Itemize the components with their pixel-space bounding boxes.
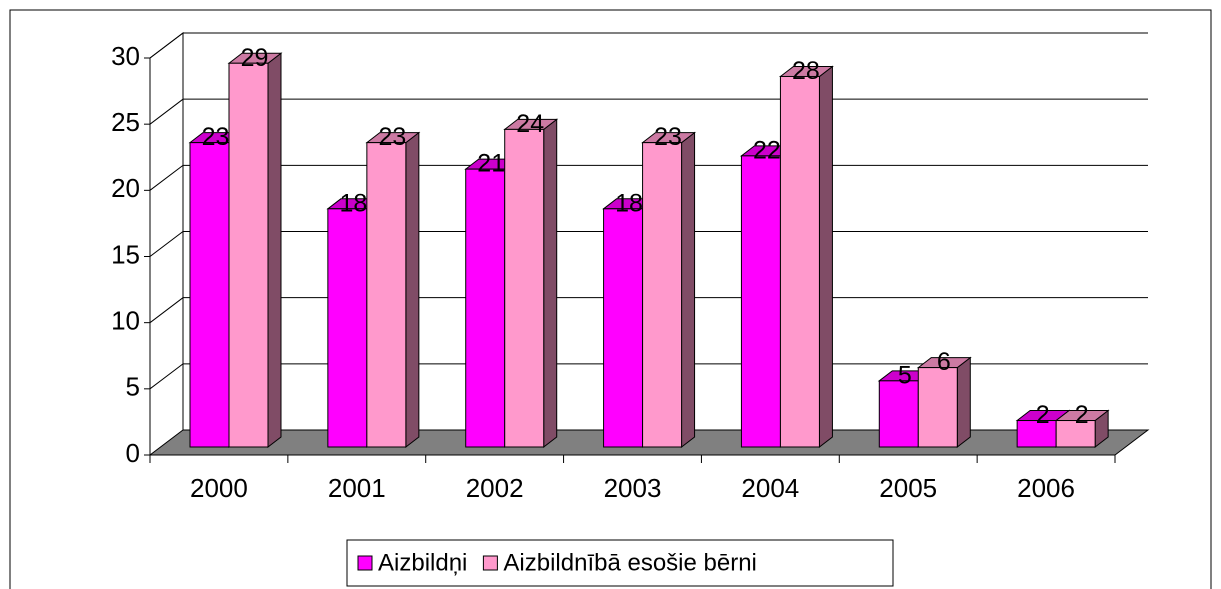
value-label: 23 bbox=[378, 123, 406, 151]
x-tick-label: 2005 bbox=[879, 473, 937, 503]
value-label: 2 bbox=[1036, 401, 1050, 429]
bar bbox=[227, 52, 283, 449]
x-tick-label: 2003 bbox=[604, 473, 662, 503]
bar bbox=[916, 356, 972, 449]
x-tick-label: 2002 bbox=[466, 473, 524, 503]
bar bbox=[641, 131, 697, 449]
legend-box bbox=[346, 539, 894, 587]
value-label: 23 bbox=[202, 123, 230, 151]
bar-front bbox=[1016, 420, 1057, 448]
value-label: 29 bbox=[241, 44, 269, 72]
y-tick-label: 20 bbox=[111, 173, 140, 203]
bar-front bbox=[603, 208, 644, 448]
bar-side bbox=[267, 52, 282, 449]
legend-swatch bbox=[482, 555, 498, 571]
y-tick-label: 30 bbox=[111, 41, 140, 71]
bar-front bbox=[1055, 420, 1096, 448]
bar-front bbox=[366, 142, 407, 448]
value-label: 28 bbox=[792, 57, 820, 85]
value-label: 5 bbox=[898, 361, 912, 389]
bar-side bbox=[818, 65, 833, 449]
bar-front bbox=[779, 75, 820, 448]
bar-front bbox=[189, 142, 230, 448]
legend-swatch bbox=[357, 555, 373, 571]
bar-front bbox=[228, 62, 269, 448]
legend-label: Aizbildņi bbox=[378, 549, 467, 576]
x-tick-label: 2006 bbox=[1017, 473, 1075, 503]
value-label: 6 bbox=[937, 348, 951, 376]
bar-side bbox=[543, 118, 558, 449]
bar-front bbox=[465, 168, 506, 448]
value-label: 24 bbox=[516, 110, 544, 138]
value-label: 18 bbox=[615, 189, 643, 217]
bar bbox=[1054, 409, 1110, 449]
y-tick-label: 0 bbox=[126, 438, 140, 468]
frame bbox=[9, 9, 1212, 589]
bar bbox=[778, 65, 834, 449]
x-tick-label: 2001 bbox=[328, 473, 386, 503]
value-label: 18 bbox=[339, 189, 367, 217]
x-tick-label: 2000 bbox=[190, 473, 248, 503]
bar-front bbox=[878, 380, 919, 448]
bar-front bbox=[642, 142, 683, 448]
y-tick-label: 25 bbox=[111, 107, 140, 137]
value-label: 22 bbox=[753, 136, 781, 164]
y-tick-label: 15 bbox=[111, 239, 140, 269]
legend-label: Aizbildnībā esošie bērni bbox=[503, 549, 757, 576]
x-tick-label: 2004 bbox=[741, 473, 799, 503]
bar-front bbox=[917, 367, 958, 448]
y-tick-label: 5 bbox=[126, 372, 140, 402]
bar-front bbox=[504, 128, 545, 448]
bar-front bbox=[327, 208, 368, 448]
y-tick-label: 10 bbox=[111, 306, 140, 336]
bar-front bbox=[740, 155, 781, 448]
value-label: 2 bbox=[1075, 401, 1089, 429]
bar-side bbox=[405, 131, 420, 449]
bar bbox=[503, 118, 559, 449]
bar-side bbox=[681, 131, 696, 449]
bar bbox=[365, 131, 421, 449]
value-label: 21 bbox=[477, 150, 505, 178]
value-label: 23 bbox=[654, 123, 682, 151]
bar-side bbox=[956, 356, 971, 449]
grid-line bbox=[149, 32, 1148, 59]
grid-line bbox=[149, 98, 1148, 125]
